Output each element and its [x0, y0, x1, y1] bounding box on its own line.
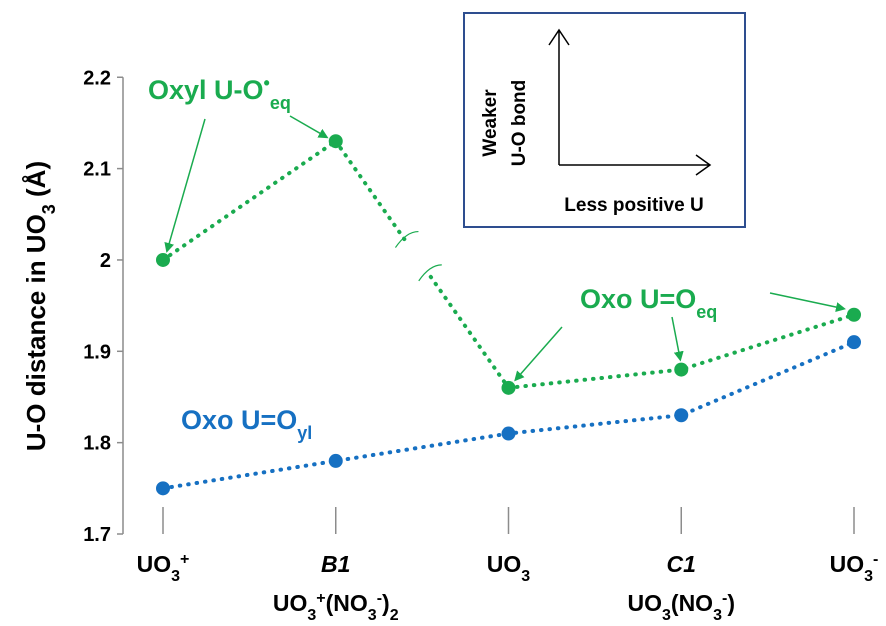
pointer-arrow	[671, 316, 684, 362]
pointer-arrow	[514, 326, 563, 382]
break-mark	[394, 230, 419, 248]
data-point	[501, 426, 516, 441]
y-tick-label: 1.7	[83, 524, 111, 546]
data-point	[847, 335, 861, 350]
series-label: Oxyl U-O•eq	[148, 73, 291, 113]
x-tick-label: UO3+	[137, 551, 190, 585]
x-tick-label-line2: UO3(NO3-)	[628, 590, 735, 624]
break-connector	[333, 139, 511, 390]
break-segment	[428, 274, 511, 390]
axes: 1.7 1.8 1.9 2 2.1 2.2 UO3+ B1 UO3+(NO3-)2 UO3 C1 UO…	[21, 67, 878, 623]
series-line	[161, 139, 338, 262]
y-tick-label: 2.2	[83, 67, 111, 89]
pointer-arrow	[289, 115, 329, 139]
inset-box	[463, 12, 746, 228]
series-label: Oxo U=Oyl	[181, 405, 312, 443]
x-tick-label-line2: UO3+(NO3-)2	[273, 590, 399, 624]
series-line	[506, 312, 856, 390]
series-label: Oxo U=Oeq	[580, 284, 717, 322]
data-point	[328, 134, 343, 149]
data-point	[156, 252, 170, 267]
inset-up-arrow	[548, 28, 570, 165]
series-layer	[156, 134, 861, 496]
x-tick-label: B1	[321, 551, 350, 577]
annotations: Oxyl U-O•eq Oxo U=Oeq Oxo U=Oyl	[148, 73, 846, 443]
data-point	[156, 481, 170, 496]
data-point	[847, 307, 861, 322]
pointer-arrow	[164, 118, 206, 253]
x-tick-label: C1	[667, 551, 696, 577]
inset-y-label: Weaker	[480, 89, 501, 157]
y-tick-label: 2.1	[83, 159, 111, 181]
inset-y-label: U-O bond	[509, 80, 530, 167]
data-point	[674, 362, 689, 377]
inset-x-label: Less positive U	[564, 195, 703, 216]
x-tick-label: UO3-	[830, 551, 879, 585]
break-segment	[333, 139, 410, 246]
y-tick-label: 1.9	[83, 341, 111, 363]
y-axis-title: U-O distance in UO3 (Å)	[21, 161, 59, 451]
y-tick-label: 2	[100, 250, 111, 272]
pointer-arrow	[769, 292, 846, 312]
data-point	[501, 380, 516, 395]
data-point	[328, 453, 343, 468]
data-point	[674, 408, 689, 423]
break-mark	[418, 264, 442, 282]
x-tick-label: UO3	[487, 551, 531, 585]
y-tick-label: 1.8	[83, 433, 111, 455]
inset-legend: Weaker U-O bond Less positive U	[463, 12, 746, 228]
inset-right-arrow	[559, 154, 712, 176]
